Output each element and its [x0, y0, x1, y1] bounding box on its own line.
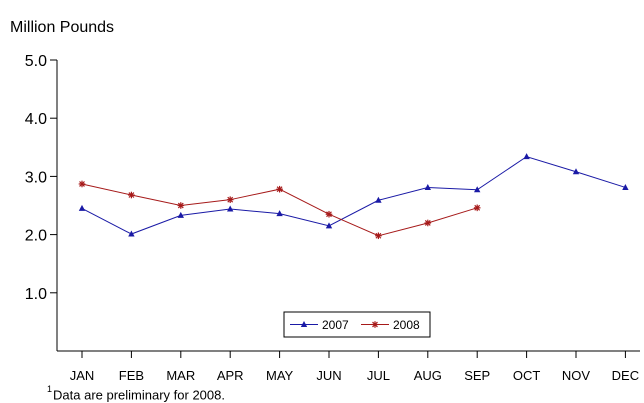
chart-legend: 2007 2008	[283, 311, 431, 338]
x-tick-labels: JAN FEB MAR APR MAY JUN JUL AUG SEP OCT NOV DEC	[70, 368, 639, 383]
y-tick-label: 3.0	[25, 169, 47, 186]
series-2007	[78, 153, 629, 237]
footnote-text: Data are preliminary for 2008.	[53, 387, 225, 403]
data-point-2007	[572, 168, 580, 175]
x-tick-label: JAN	[70, 368, 95, 383]
x-tick-label: MAR	[166, 368, 195, 383]
y-unit-label: Million Pounds	[10, 19, 115, 36]
data-point-2008	[424, 219, 432, 227]
y-tick-labels: 1.0 2.0 3.0 4.0 5.0	[25, 53, 47, 303]
x-tick-label: DEC	[612, 368, 639, 383]
data-point-2007	[276, 210, 283, 217]
x-tick-label: MAY	[266, 368, 294, 383]
data-point-2008	[177, 202, 185, 209]
footnote-mark: 1	[47, 384, 53, 394]
marker-stroke	[474, 204, 481, 211]
x-tick-label: JUN	[316, 368, 341, 383]
marker-stroke	[326, 211, 332, 218]
data-point-2008	[128, 191, 135, 199]
data-point-2007	[325, 222, 333, 229]
x-tick-label: APR	[217, 368, 244, 383]
data-point-2007	[523, 153, 530, 160]
data-point-2007	[227, 205, 234, 212]
marker-stroke	[375, 232, 382, 239]
data-point-2008	[226, 196, 234, 203]
marker-stroke	[177, 202, 184, 209]
x-tick-label: AUG	[414, 368, 442, 383]
marker-stroke	[227, 196, 234, 203]
footnote: 1Data are preliminary for 2008.	[47, 384, 225, 403]
marker-stroke	[128, 192, 135, 198]
data-point-2008	[375, 232, 382, 240]
series-2008	[78, 180, 481, 240]
y-tick-label: 1.0	[25, 286, 47, 303]
data-point-2007	[78, 204, 86, 211]
series-layer	[78, 153, 629, 240]
data-point-2008	[78, 180, 86, 188]
legend-marker-2008	[371, 321, 379, 328]
x-tick-label: SEP	[464, 368, 490, 383]
data-point-2007	[474, 186, 481, 193]
data-point-2007	[177, 211, 184, 218]
x-tick-label: JUL	[367, 368, 390, 383]
marker-stroke	[424, 220, 431, 226]
y-tick-label: 2.0	[25, 228, 47, 245]
x-tick-label: NOV	[562, 368, 591, 383]
data-point-2007	[622, 183, 629, 190]
data-point-2007	[128, 230, 135, 237]
data-point-2007	[424, 183, 431, 190]
data-point-2008	[276, 185, 283, 193]
data-point-2008	[325, 210, 333, 218]
y-tick-label: 5.0	[25, 53, 47, 70]
marker-stroke	[276, 186, 283, 193]
series-line-2007	[81, 156, 626, 235]
legend-label-2007: 2007	[322, 318, 349, 332]
legend-label-2008: 2008	[393, 318, 420, 332]
x-tick-label: OCT	[513, 368, 541, 383]
chart-axes	[50, 59, 640, 358]
data-point-2008	[473, 204, 481, 212]
marker-stroke	[372, 321, 378, 328]
y-tick-label: 4.0	[25, 111, 47, 128]
data-point-2007	[375, 196, 382, 203]
marker-stroke	[79, 181, 85, 187]
x-tick-label: FEB	[119, 368, 144, 383]
legend-marker-2007	[300, 321, 308, 327]
